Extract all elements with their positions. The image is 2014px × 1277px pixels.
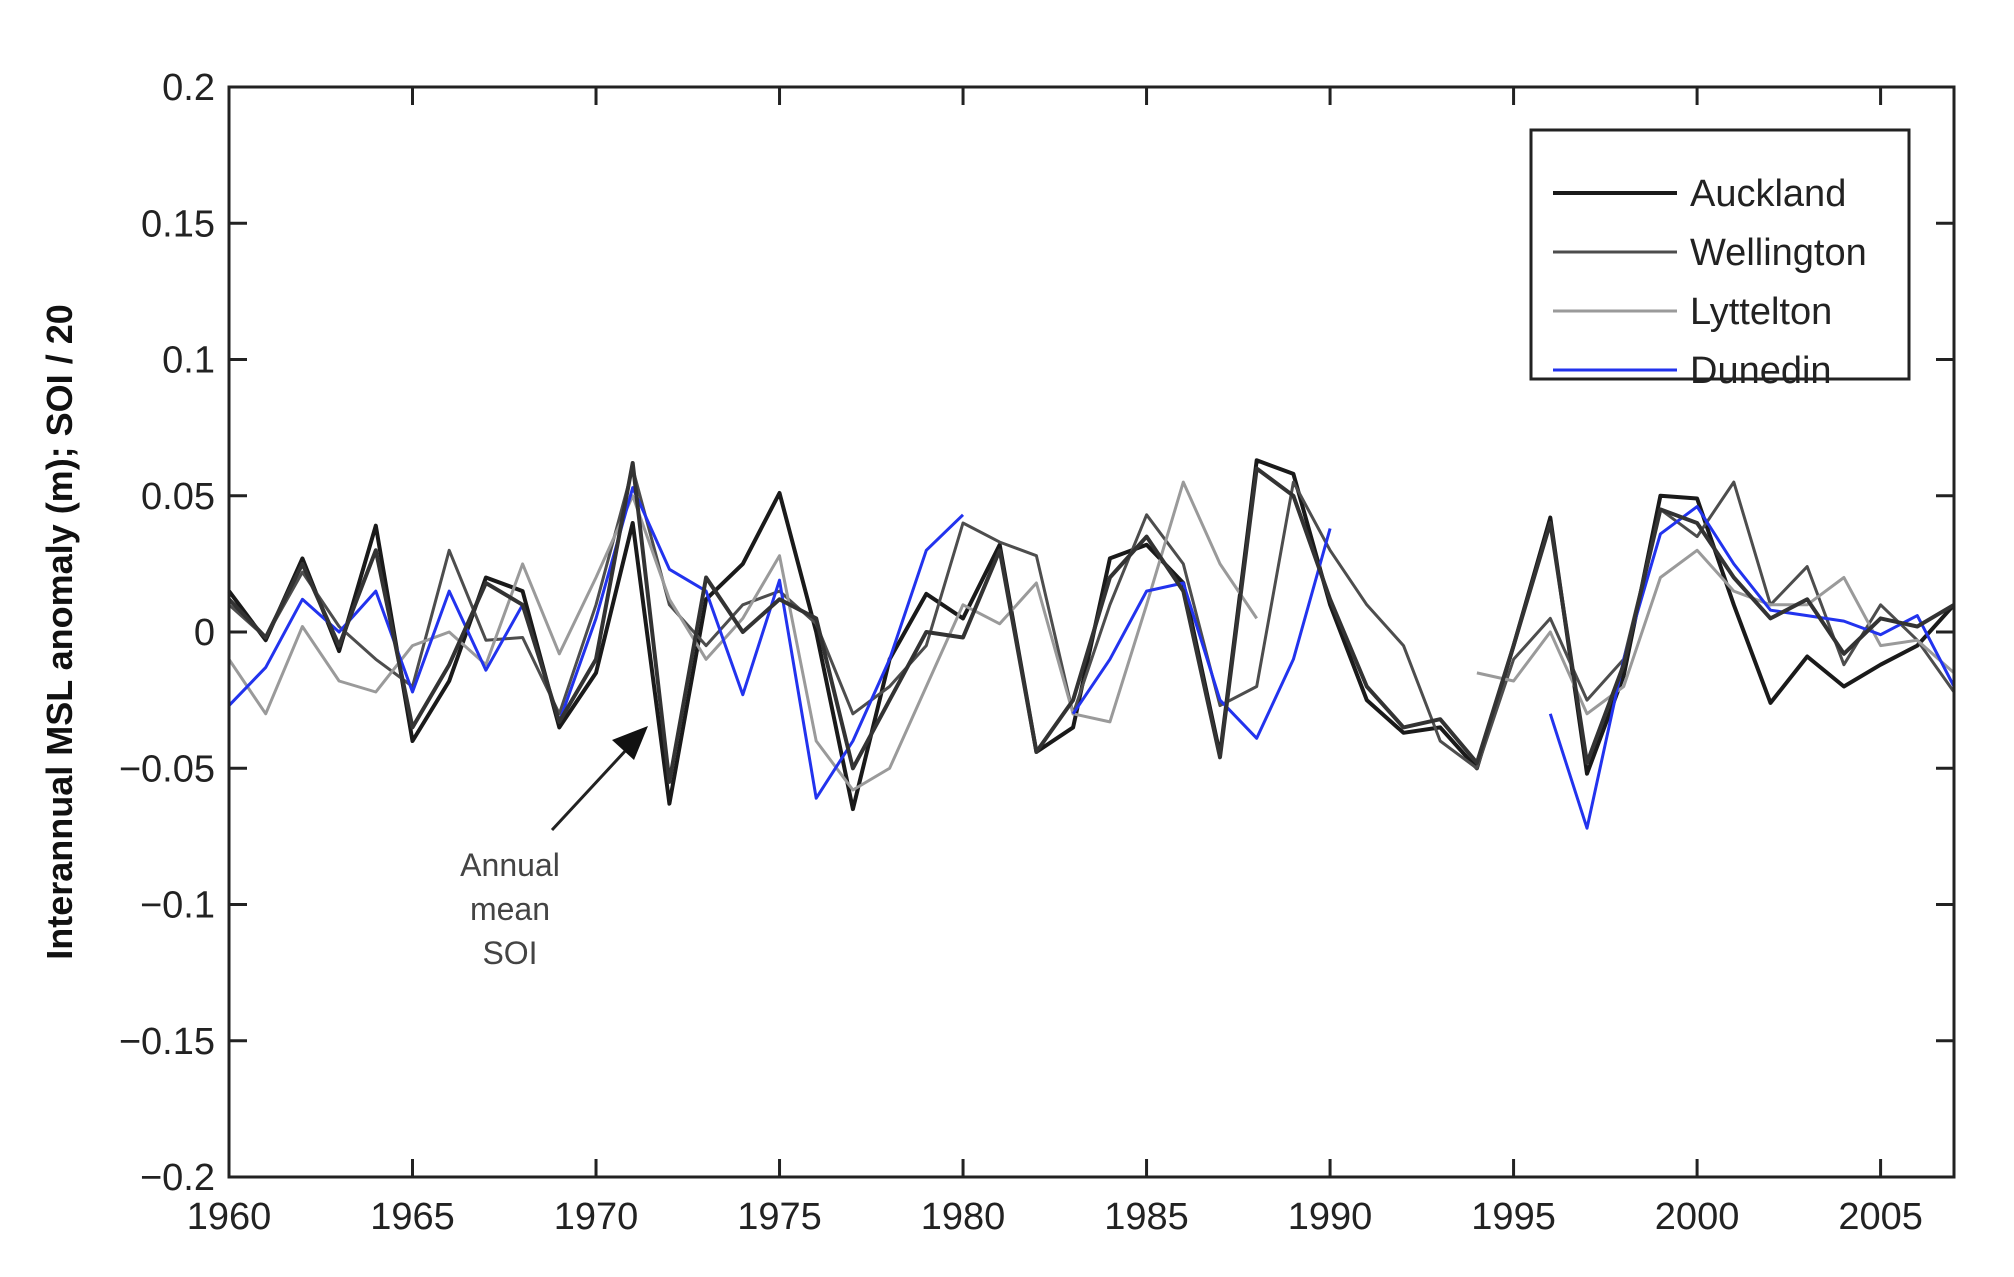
annotation: Annual mean SOI: [460, 726, 648, 971]
x-tick-label: 2005: [1838, 1196, 1923, 1238]
y-tick-label: −0.1: [140, 885, 215, 927]
series-line: [227, 480, 1258, 792]
y-tick-label: 0: [194, 612, 215, 654]
x-tick-label: 1990: [1288, 1196, 1373, 1238]
y-tick-label: −0.05: [119, 748, 215, 790]
y-tick-label: −0.2: [140, 1157, 215, 1199]
series-layer: [227, 458, 1956, 830]
x-tick-label: 2000: [1655, 1196, 1740, 1238]
legend-label: Dunedin: [1690, 350, 1832, 392]
y-tick-label: 0.15: [141, 203, 215, 245]
ticks-layer: 1960 1965 1970 1975 1980 1985 1990 1995 2000 2005…: [119, 67, 1954, 1238]
series-line: [1476, 548, 1955, 716]
x-tick-label: 1985: [1104, 1196, 1189, 1238]
annotation-arrowhead: [612, 726, 648, 760]
legend-label: Wellington: [1690, 232, 1867, 274]
legend-box: [1529, 128, 1911, 381]
series-line: [1071, 528, 1332, 740]
x-tick-label: 1975: [737, 1196, 822, 1238]
x-tick-label: 1965: [370, 1196, 455, 1238]
series-line: [228, 467, 1956, 770]
series-wellington: [228, 467, 1956, 770]
x-tick-label: 1995: [1471, 1196, 1556, 1238]
legend-label: Lyttelton: [1690, 291, 1832, 333]
series-line: [227, 461, 1956, 784]
y-tick-label: 0.05: [141, 476, 215, 518]
legend-items: Auckland Wellington Lyttelton Dunedin: [1553, 173, 1867, 392]
x-tick-label: 1960: [187, 1196, 272, 1238]
series-annual-mean-soi: [227, 461, 1956, 784]
y-tick-label: 0.1: [162, 340, 215, 382]
legend: Auckland Wellington Lyttelton Dunedin: [1529, 128, 1911, 392]
y-tick-label: 0.2: [162, 67, 215, 109]
annotation-line-1: Annual: [460, 847, 560, 883]
annotation-line-2: mean: [470, 891, 550, 927]
y-tick-label: −0.15: [119, 1021, 215, 1063]
series-line: [1548, 505, 1956, 830]
legend-label: Auckland: [1690, 173, 1846, 215]
y-axis-title: Interannual MSL anomaly (m); SOI / 20: [39, 304, 80, 959]
annotation-line-3: SOI: [482, 935, 537, 971]
x-tick-label: 1970: [554, 1196, 639, 1238]
x-tick-label: 1980: [921, 1196, 1006, 1238]
